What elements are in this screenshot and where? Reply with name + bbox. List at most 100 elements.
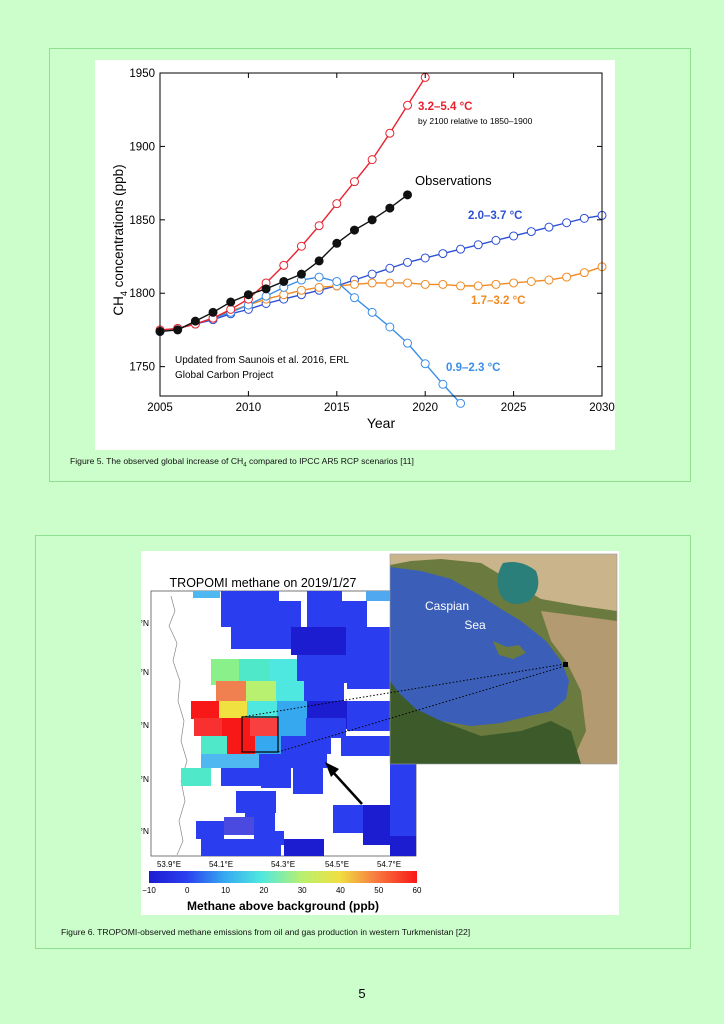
map-cell <box>306 718 346 738</box>
data-point <box>403 190 413 200</box>
data-point <box>314 282 324 292</box>
data-point <box>403 100 413 110</box>
map-cell <box>307 601 367 629</box>
data-point <box>296 241 306 251</box>
data-point <box>367 215 377 225</box>
lat-label: 38.4°N <box>141 774 149 784</box>
label-blue-scenario: 2.0–3.7 °C <box>468 210 522 222</box>
figure-6-image: TROPOMI methane on 2019/1/27 39°N 38.8°N… <box>141 551 619 915</box>
lat-label: 38.2°N <box>141 826 149 836</box>
series-1 <box>155 190 413 336</box>
selection-box <box>241 716 279 753</box>
x-axis-label: Year <box>367 415 396 431</box>
colorbar <box>149 871 417 883</box>
data-point <box>385 278 395 288</box>
x-tick-label: 2025 <box>501 402 527 414</box>
x-tick-label: 2015 <box>324 402 350 414</box>
map-cell <box>390 784 416 806</box>
map-cell <box>261 768 291 788</box>
credit-line-1: Updated from Saunois et al. 2016, ERL <box>175 355 349 366</box>
data-point <box>367 269 377 279</box>
data-point <box>579 268 589 278</box>
data-point <box>385 128 395 138</box>
map-cell <box>191 701 219 719</box>
map-cell <box>278 718 306 736</box>
map-cell <box>193 591 220 598</box>
map-cell <box>247 701 277 719</box>
map-cell <box>307 591 342 601</box>
data-point <box>420 253 430 263</box>
data-point <box>349 177 359 187</box>
data-point <box>226 297 236 307</box>
data-point <box>491 235 501 245</box>
y-tick-label: 1850 <box>129 215 155 227</box>
map-cell <box>284 839 324 856</box>
y-tick-label: 1950 <box>129 68 155 80</box>
map-cell <box>221 601 301 627</box>
inset-label: Sea <box>464 618 486 632</box>
colorbar-tick-label: 50 <box>374 886 383 895</box>
map-cell <box>259 754 297 768</box>
data-point <box>491 279 501 289</box>
data-point <box>279 276 289 286</box>
figure-6-caption: Figure 6. TROPOMI-observed methane emiss… <box>61 927 471 937</box>
data-point <box>243 290 253 300</box>
y-tick-label: 1900 <box>129 141 155 153</box>
data-point <box>403 257 413 267</box>
data-point <box>314 256 324 266</box>
map-cell <box>297 655 347 683</box>
label-red-scenario: 3.2–5.4 °C <box>418 101 472 113</box>
data-point <box>562 272 572 282</box>
map-cell <box>341 736 390 756</box>
page-number: 5 <box>358 986 366 1001</box>
data-point <box>208 307 218 317</box>
data-point <box>420 279 430 289</box>
coastline <box>168 595 188 856</box>
data-point <box>367 278 377 288</box>
data-point <box>403 338 413 348</box>
map-cell <box>276 681 304 701</box>
inset-marker <box>563 662 568 667</box>
data-point <box>473 240 483 250</box>
map-cell <box>366 591 390 601</box>
data-point <box>509 231 519 241</box>
colorbar-tick-label: 10 <box>221 886 230 895</box>
data-point <box>261 284 271 294</box>
map-cell <box>347 701 390 731</box>
map-cell <box>246 681 276 701</box>
colorbar-tick-label: 30 <box>298 886 307 895</box>
colorbar-tick-label: 60 <box>413 886 422 895</box>
data-point <box>526 227 536 237</box>
map-cell <box>333 805 363 833</box>
map-cell <box>224 817 254 835</box>
lat-label: 39°N <box>141 618 149 628</box>
data-point <box>544 222 554 232</box>
lon-label: 53.9°E <box>157 860 181 869</box>
plot-frame <box>159 72 603 397</box>
label-lightblue-scenario: 0.9–2.3 °C <box>446 362 500 374</box>
map-cell <box>390 764 416 784</box>
data-point <box>385 203 395 213</box>
map-cell <box>211 659 239 685</box>
data-point <box>367 307 377 317</box>
map-title: TROPOMI methane on 2019/1/27 <box>170 576 357 590</box>
lon-label: 54.3°E <box>271 860 295 869</box>
data-point <box>226 304 236 314</box>
map-cell <box>346 627 390 657</box>
colorbar-tick-label: 40 <box>336 886 345 895</box>
data-point <box>562 218 572 228</box>
colorbar-label: Methane above background (ppb) <box>187 899 379 913</box>
map-cell <box>293 768 323 794</box>
x-tick-label: 2020 <box>412 402 438 414</box>
y-axis-label: CH4 concentrations (ppb) <box>111 164 129 315</box>
map-cell <box>255 736 281 754</box>
map-cell <box>239 659 269 685</box>
connector-line <box>277 665 566 753</box>
methane-map <box>150 590 417 857</box>
colorbar-tick-label: −10 <box>142 886 156 895</box>
map-cell <box>390 836 416 856</box>
map-cell <box>281 736 331 754</box>
data-point <box>261 291 271 301</box>
data-point <box>314 272 324 282</box>
map-cell <box>227 736 255 754</box>
